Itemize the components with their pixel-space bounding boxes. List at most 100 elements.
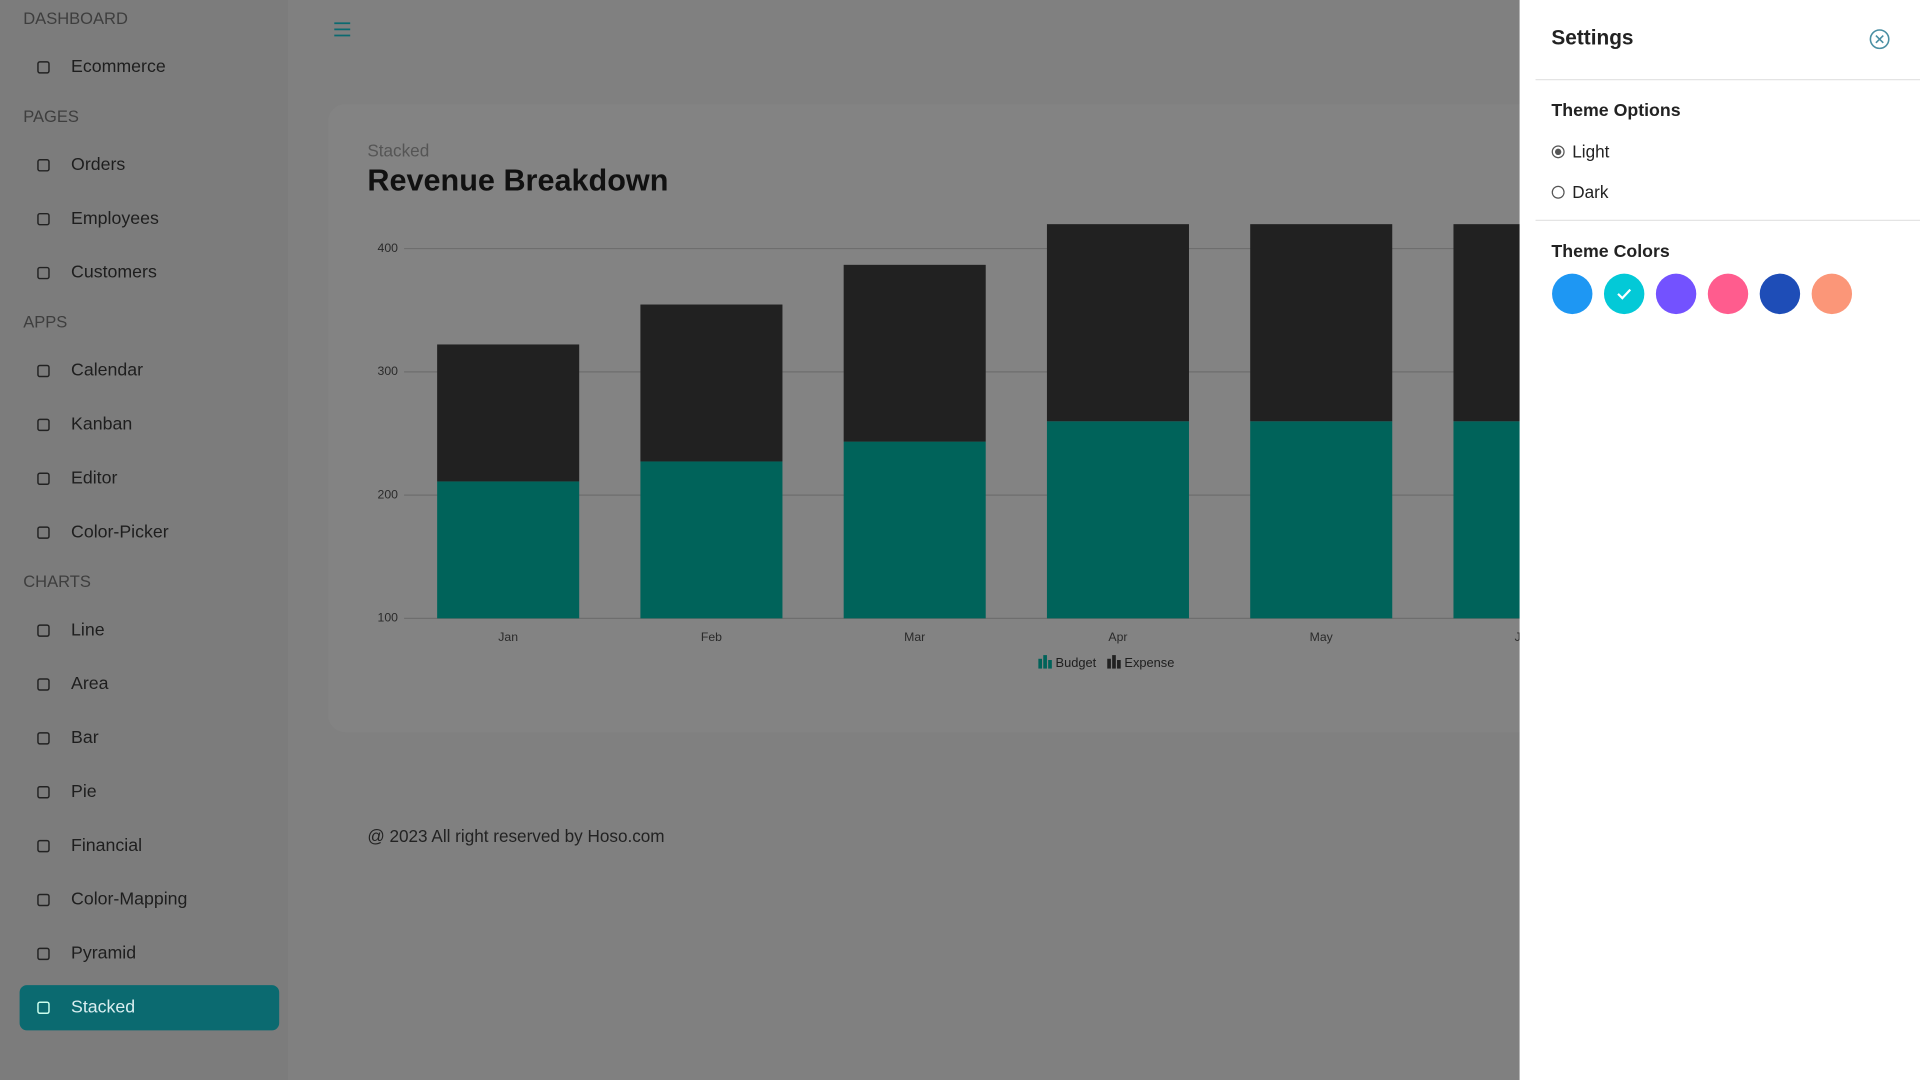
legend-icon bbox=[1112, 655, 1116, 669]
nav-item[interactable]: Area bbox=[37, 673, 109, 693]
radio-label: Dark bbox=[1572, 182, 1609, 202]
nav-item[interactable]: Pyramid bbox=[37, 943, 136, 963]
nav-section-title: APPS bbox=[23, 313, 67, 332]
sidebar bbox=[0, 0, 288, 1080]
nav-icon bbox=[37, 732, 50, 745]
nav-label: Pie bbox=[71, 781, 97, 801]
section-title: Theme Options bbox=[1551, 100, 1680, 120]
nav-label: Color-Mapping bbox=[71, 889, 187, 909]
legend-item[interactable]: Budget bbox=[1038, 655, 1097, 670]
nav-icon bbox=[37, 526, 50, 539]
nav-icon bbox=[37, 1001, 50, 1014]
legend-icon bbox=[1107, 658, 1111, 669]
nav-section-title: PAGES bbox=[23, 107, 79, 126]
chart-title: Revenue Breakdown bbox=[367, 164, 668, 198]
nav-item[interactable]: Customers bbox=[37, 262, 157, 282]
section-title: Theme Colors bbox=[1551, 241, 1669, 261]
nav-item[interactable]: Stacked bbox=[19, 985, 280, 1031]
color-swatch[interactable] bbox=[1759, 273, 1801, 315]
nav-item[interactable]: Kanban bbox=[37, 414, 132, 434]
settings-title: Settings bbox=[1551, 27, 1633, 50]
nav-label: Financial bbox=[71, 835, 142, 855]
nav-item[interactable]: Bar bbox=[37, 727, 99, 747]
nav-icon bbox=[37, 947, 50, 961]
bar-segment bbox=[437, 481, 580, 619]
y-tick-label: 300 bbox=[378, 364, 399, 378]
nav-label: Ecommerce bbox=[71, 56, 166, 76]
footer: @ 2023 All right reserved by Hoso.com bbox=[367, 826, 664, 846]
nav-item[interactable]: Color-Picker bbox=[37, 521, 169, 541]
bar-segment bbox=[843, 441, 986, 619]
nav-label: Editor bbox=[71, 467, 117, 487]
y-tick-label: 400 bbox=[378, 241, 399, 255]
bar-segment bbox=[1250, 224, 1393, 422]
nav-label: Customers bbox=[71, 262, 157, 282]
nav-icon bbox=[37, 893, 50, 907]
settings-panel: Settings Theme Options Light Dark Theme C… bbox=[1519, 0, 1920, 1080]
bar-segment bbox=[1046, 224, 1189, 422]
x-tick-label: Jan bbox=[498, 630, 518, 644]
panel-bg bbox=[1519, 0, 1920, 1080]
x-tick-label: Mar bbox=[904, 630, 925, 644]
nav-icon bbox=[37, 678, 50, 691]
nav-icon bbox=[37, 364, 50, 378]
nav-icon bbox=[37, 624, 50, 637]
radio-dot bbox=[1554, 148, 1562, 156]
nav-icon bbox=[37, 61, 50, 74]
legend-icon bbox=[1048, 660, 1052, 669]
nav-item[interactable]: Ecommerce bbox=[37, 56, 166, 76]
radio bbox=[1551, 185, 1565, 199]
color-swatch[interactable] bbox=[1603, 273, 1645, 315]
radio-label: Light bbox=[1572, 142, 1609, 162]
color-swatch[interactable] bbox=[1811, 273, 1853, 315]
check-icon bbox=[1617, 288, 1632, 300]
theme-options: Light Dark bbox=[1551, 142, 1610, 202]
nav-section-title: CHARTS bbox=[23, 572, 91, 591]
radio-option[interactable]: Light bbox=[1551, 142, 1610, 162]
legend-label: Expense bbox=[1124, 655, 1174, 670]
nav-item[interactable]: Line bbox=[37, 619, 105, 639]
legend-icon bbox=[1043, 655, 1047, 669]
y-tick-label: 200 bbox=[378, 487, 399, 501]
nav-label: Line bbox=[71, 619, 105, 639]
bar-segment bbox=[1046, 421, 1189, 619]
nav-item[interactable]: Orders bbox=[37, 154, 125, 174]
bar-segment bbox=[1250, 421, 1393, 619]
chart-subtitle: Stacked bbox=[367, 140, 429, 160]
menu-toggle[interactable] bbox=[334, 22, 351, 37]
nav-icon bbox=[37, 786, 50, 799]
color-swatch[interactable] bbox=[1552, 273, 1593, 315]
color-swatch[interactable] bbox=[1707, 273, 1749, 315]
nav-icon bbox=[37, 418, 50, 432]
nav-label: Pyramid bbox=[71, 943, 136, 963]
nav-item[interactable]: Color-Mapping bbox=[37, 889, 187, 909]
radio-option[interactable]: Dark bbox=[1551, 182, 1609, 202]
nav-item[interactable]: Pie bbox=[37, 781, 97, 801]
nav-label: Stacked bbox=[71, 996, 135, 1016]
nav-label: Orders bbox=[71, 154, 125, 174]
nav-item[interactable]: Employees bbox=[37, 208, 159, 228]
x-tick-label: Feb bbox=[701, 630, 722, 644]
bar-segment bbox=[437, 344, 580, 482]
nav-label: Calendar bbox=[71, 360, 143, 380]
nav-item[interactable]: Financial bbox=[37, 835, 142, 855]
nav-label: Kanban bbox=[71, 414, 132, 434]
color-swatch[interactable] bbox=[1655, 273, 1697, 315]
nav-item[interactable]: Editor bbox=[37, 467, 118, 487]
nav-section-title: DASHBOARD bbox=[23, 9, 128, 28]
legend-item[interactable]: Expense bbox=[1107, 655, 1174, 670]
legend-icon bbox=[1117, 660, 1121, 669]
bar-segment bbox=[843, 264, 986, 442]
nav-label: Color-Picker bbox=[71, 521, 169, 541]
nav-item[interactable]: Calendar bbox=[37, 360, 143, 380]
legend-icon bbox=[1038, 658, 1043, 669]
nav-label: Bar bbox=[71, 727, 99, 747]
x-tick-label: Apr bbox=[1108, 630, 1127, 644]
y-tick-label: 100 bbox=[378, 611, 399, 625]
close-button[interactable] bbox=[1869, 29, 1890, 50]
legend-label: Budget bbox=[1056, 655, 1097, 670]
nav: DASHBOARD Ecommerce PAGES Orders Employees Cu… bbox=[19, 9, 280, 1031]
x-tick-label: May bbox=[1310, 630, 1334, 644]
